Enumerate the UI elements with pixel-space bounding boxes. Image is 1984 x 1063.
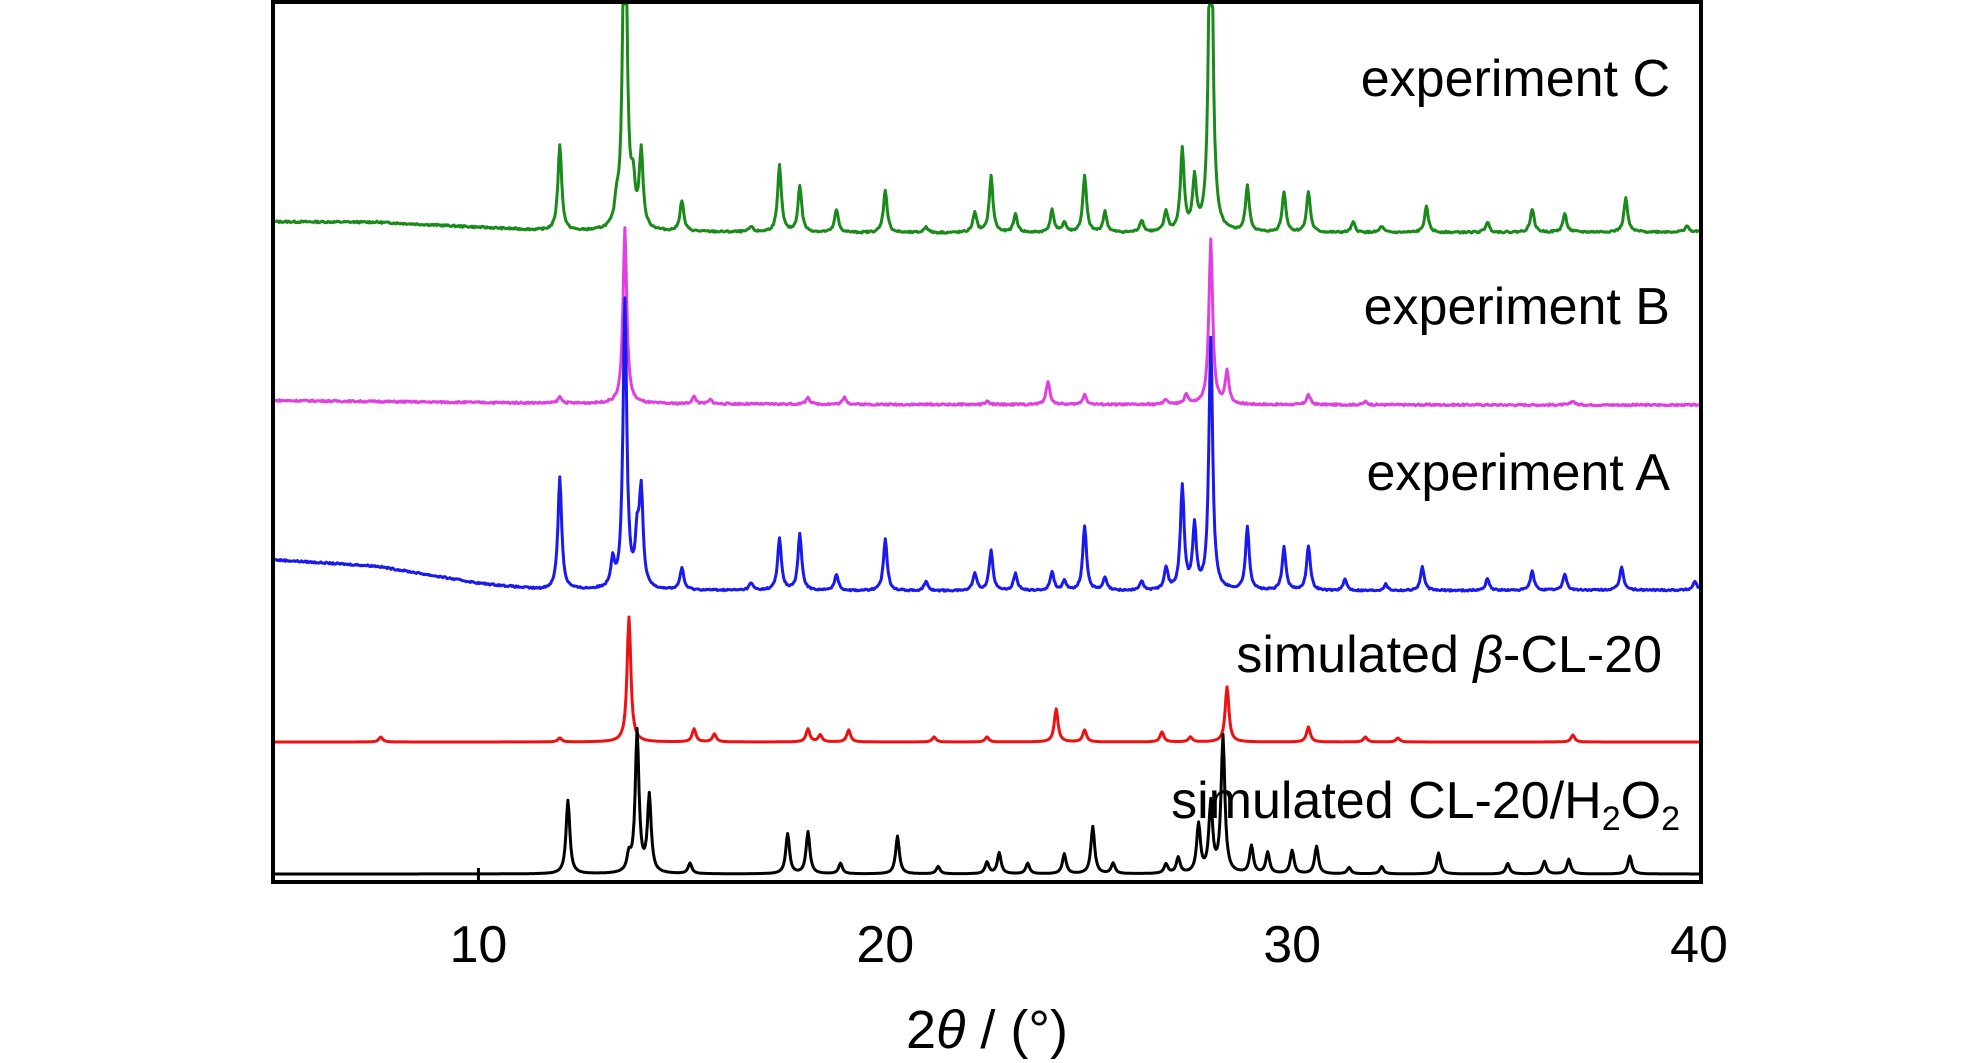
x-tick-label-20: 20 [856, 916, 914, 974]
trace-experiment-a [274, 296, 1700, 593]
label-beta-symbol: β [1471, 626, 1503, 684]
label-h2o2-prefix: simulated CL-20/H [1171, 772, 1602, 830]
label-experiment-b: experiment B [1364, 278, 1670, 336]
x-tick-label-10: 10 [450, 916, 508, 974]
label-experiment-a: experiment A [1367, 444, 1671, 502]
plot-frame [271, 0, 1703, 884]
x-axis-label-prefix: 2 [906, 1000, 936, 1060]
label-beta-suffix: -CL-20 [1503, 626, 1662, 684]
label-simulated-cl20-h2o2: simulated CL-20/H2O2 [1171, 772, 1680, 838]
x-tick-label-30: 30 [1263, 916, 1321, 974]
trace-experiment-b [274, 226, 1701, 408]
x-axis-label: 2θ / (°) [906, 1000, 1068, 1060]
x-tick-labels: 10 20 30 40 [450, 916, 1728, 974]
label-h2o2-sub1: 2 [1602, 800, 1621, 838]
x-axis-label-symbol: θ [936, 1000, 965, 1060]
label-beta-prefix: simulated [1236, 626, 1473, 684]
series-traces [274, 2, 1701, 876]
label-simulated-beta-cl20: simulated β-CL-20 [1236, 626, 1662, 684]
trace-simulated-cl-20-h2o2 [274, 727, 1700, 876]
x-tick-label-40: 40 [1670, 916, 1728, 974]
label-experiment-c: experiment C [1361, 50, 1670, 108]
label-h2o2-mid: O [1621, 772, 1661, 830]
x-axis-label-suffix: / (°) [965, 1000, 1068, 1060]
label-h2o2-sub2: 2 [1661, 800, 1680, 838]
trace-experiment-c [274, 2, 1701, 235]
trace-simulated-cl-20 [274, 615, 1700, 744]
